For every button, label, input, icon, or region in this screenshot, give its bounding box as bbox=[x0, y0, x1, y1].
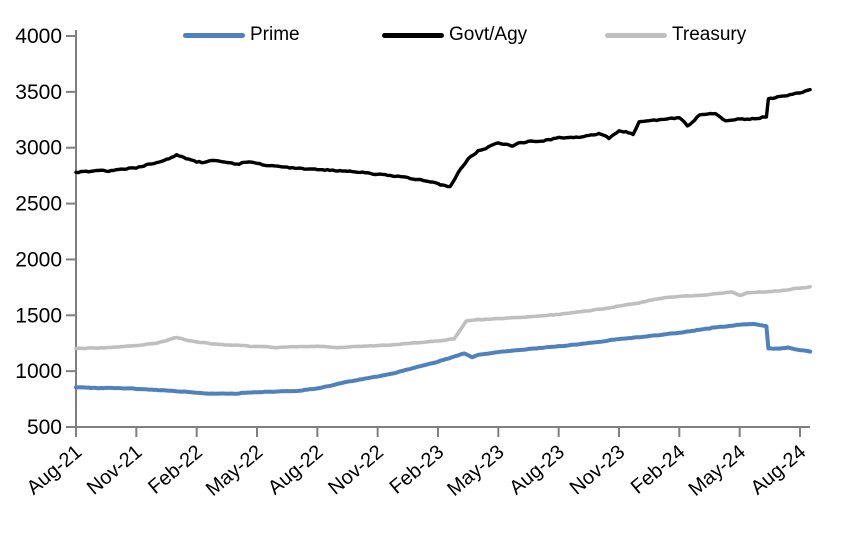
x-tick-label: Aug-24 bbox=[747, 441, 811, 499]
x-tick-label: Nov-23 bbox=[566, 441, 630, 499]
x-tick-label: Feb-24 bbox=[627, 441, 690, 499]
x-tick-label: Aug-22 bbox=[264, 441, 328, 499]
x-tick-label: Feb-23 bbox=[386, 441, 449, 499]
legend-label-prime: Prime bbox=[250, 24, 300, 45]
y-tick-label: 2500 bbox=[15, 193, 62, 216]
legend-label-govt-agy: Govt/Agy bbox=[449, 24, 528, 45]
y-tick-label: 2000 bbox=[15, 248, 62, 271]
y-tick-label: 4000 bbox=[15, 25, 62, 48]
x-tick-label: Nov-21 bbox=[83, 441, 147, 499]
series-line-treasury bbox=[74, 284, 812, 351]
govt-agy-line-swatch-icon bbox=[382, 32, 444, 38]
x-tick-label: May-22 bbox=[202, 441, 267, 501]
chart-legend: Prime Govt/Agy Treasury bbox=[0, 23, 852, 47]
x-tick-label: Aug-21 bbox=[23, 441, 87, 499]
y-tick-label: 3500 bbox=[15, 81, 62, 104]
x-tick-label: May-24 bbox=[685, 441, 750, 501]
legend-item-govt-agy: Govt/Agy bbox=[382, 23, 527, 47]
y-tick-label: 1500 bbox=[15, 304, 62, 327]
treasury-line-swatch-icon bbox=[605, 32, 667, 38]
legend-item-prime: Prime bbox=[183, 23, 300, 47]
legend-label-treasury: Treasury bbox=[672, 24, 747, 45]
y-tick-label: 3000 bbox=[15, 137, 62, 160]
y-tick-label: 1000 bbox=[15, 360, 62, 383]
prime-line-swatch-icon bbox=[183, 32, 245, 38]
x-tick-label: Feb-22 bbox=[144, 441, 207, 499]
legend-item-treasury: Treasury bbox=[605, 23, 746, 47]
series-line-prime bbox=[74, 321, 813, 396]
y-tick-label: 500 bbox=[27, 416, 62, 439]
x-tick-label: Aug-23 bbox=[505, 441, 569, 499]
x-tick-label: May-23 bbox=[443, 441, 508, 501]
x-tick-label: Nov-22 bbox=[324, 441, 388, 499]
series-line-govt-agy bbox=[74, 87, 812, 189]
